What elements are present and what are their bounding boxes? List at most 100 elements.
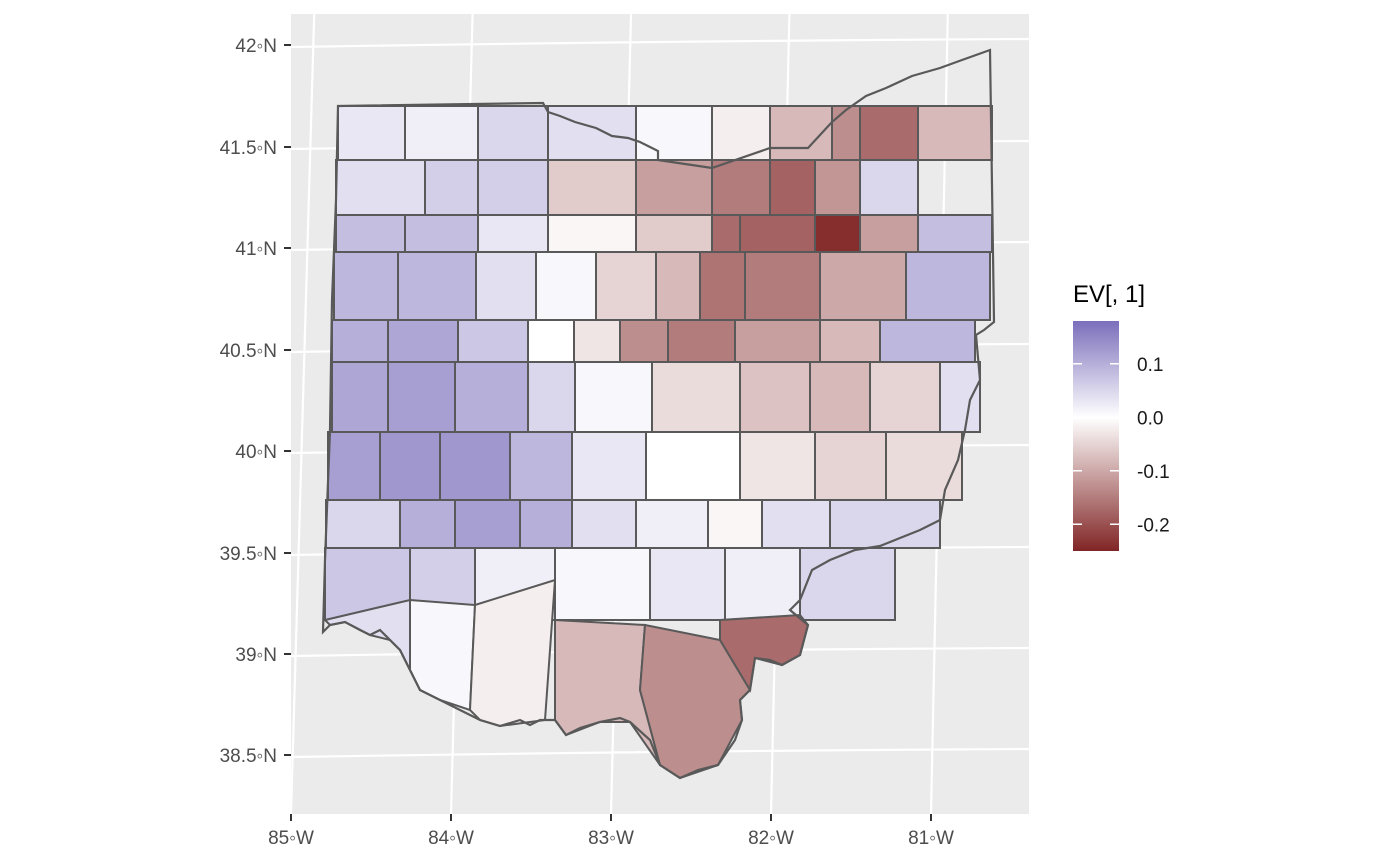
county-polygon [335,159,426,216]
county-polygon [905,251,991,321]
county-polygon [574,361,653,433]
county-polygon [509,431,573,501]
lon-tick-label: 81◦W [908,828,954,849]
lat-tick-label: 40.5◦N [220,341,277,362]
lon-tick-label: 82◦W [748,828,794,849]
county-polygon [859,214,919,253]
lon-tick-label: 85◦W [268,828,314,849]
county-polygon [814,431,887,501]
county-polygon [814,159,861,216]
county-polygon [649,547,726,621]
county-polygon [554,547,651,621]
county-polygon [333,251,399,321]
county-polygon [707,499,763,549]
county-polygon [457,319,529,363]
county-polygon [331,319,389,363]
county-polygon [571,431,647,501]
county-polygon [885,431,963,501]
lat-tick-label: 39.5◦N [220,544,277,565]
county-polygon [477,214,549,253]
county-polygon [769,159,816,216]
county-polygon [477,159,549,216]
county-polygon [814,214,861,253]
county-polygon [744,251,821,321]
county-polygon [799,547,896,621]
county-polygon [651,361,741,433]
county-polygon [424,159,479,216]
county-polygon [667,319,736,363]
county-polygon [724,547,801,621]
lat-tick-label: 38.5◦N [220,746,277,767]
county-polygon [831,105,861,161]
county-polygon [404,214,479,253]
county-polygon [519,499,573,549]
county-polygon [527,319,575,363]
legend-title: EV[, 1] [1073,281,1145,308]
county-polygon [547,105,637,161]
county-polygon [711,214,741,253]
county-polygon [439,431,511,501]
graticule-lat-line [290,37,1030,49]
graticule-lon-line [289,13,316,815]
county-polygon [404,105,479,161]
county-polygon [397,251,477,321]
county-polygon [829,499,941,549]
county-polygon [739,214,816,253]
county-polygon [535,251,597,321]
lon-axis: 85◦W 84◦W 83◦W 82◦W 81◦W [268,814,954,849]
county-polygon [879,319,976,363]
county-polygon [547,159,637,216]
county-polygon [635,105,713,161]
county-polygon [917,105,993,161]
county-polygon [819,251,907,321]
county-polygon [859,105,919,161]
legend-tick-label: -0.1 [1137,462,1170,483]
county-polygon [809,361,871,433]
county-polygon [655,251,701,321]
county-polygon [387,319,459,363]
county-polygon [734,319,821,363]
lat-tick-label: 40◦N [235,442,277,463]
lon-tick-label: 84◦W [428,828,474,849]
county-polygon [399,499,456,549]
lat-tick-label: 41.5◦N [220,138,277,159]
lat-tick-label: 41◦N [235,239,277,260]
county-polygon [468,578,557,728]
county-polygon [454,361,529,433]
legend-tick-label: -0.2 [1137,515,1170,536]
county-polygon [331,361,389,433]
lat-axis: 42◦N 41.5◦N 41◦N 40.5◦N 40◦N 39.5◦N 39◦N 38.5◦N [220,36,291,767]
county-polygon [917,214,993,253]
county-polygon [635,159,713,216]
county-polygon [325,499,401,549]
county-polygon [761,499,831,549]
county-polygon [739,361,811,433]
county-polygon [869,361,941,433]
county-polygon [527,361,576,433]
county-polygon [379,431,441,501]
county-polygon [699,251,746,321]
county-polygon [571,499,637,549]
county-polygon [645,431,741,501]
county-polygon [939,361,981,433]
county-polygon [595,251,657,321]
county-polygon [547,214,637,253]
county-layer [323,105,993,780]
lat-tick-label: 42◦N [235,36,277,57]
county-polygon [711,159,771,216]
legend: EV[, 1] 0.1 0.0 -0.1 -0.2 [1073,281,1170,551]
legend-tick-label: 0.0 [1137,408,1163,429]
county-polygon [337,105,406,161]
county-polygon [454,499,521,549]
county-polygon [739,431,816,501]
county-polygon [327,431,381,501]
county-polygon [819,319,881,363]
lon-tick-label: 83◦W [588,828,634,849]
county-polygon [635,499,709,549]
legend-tick-label: 0.1 [1137,355,1163,376]
county-polygon [387,361,456,433]
legend-colorbar [1073,321,1119,551]
county-polygon [335,214,406,253]
lat-tick-label: 39◦N [235,645,277,666]
